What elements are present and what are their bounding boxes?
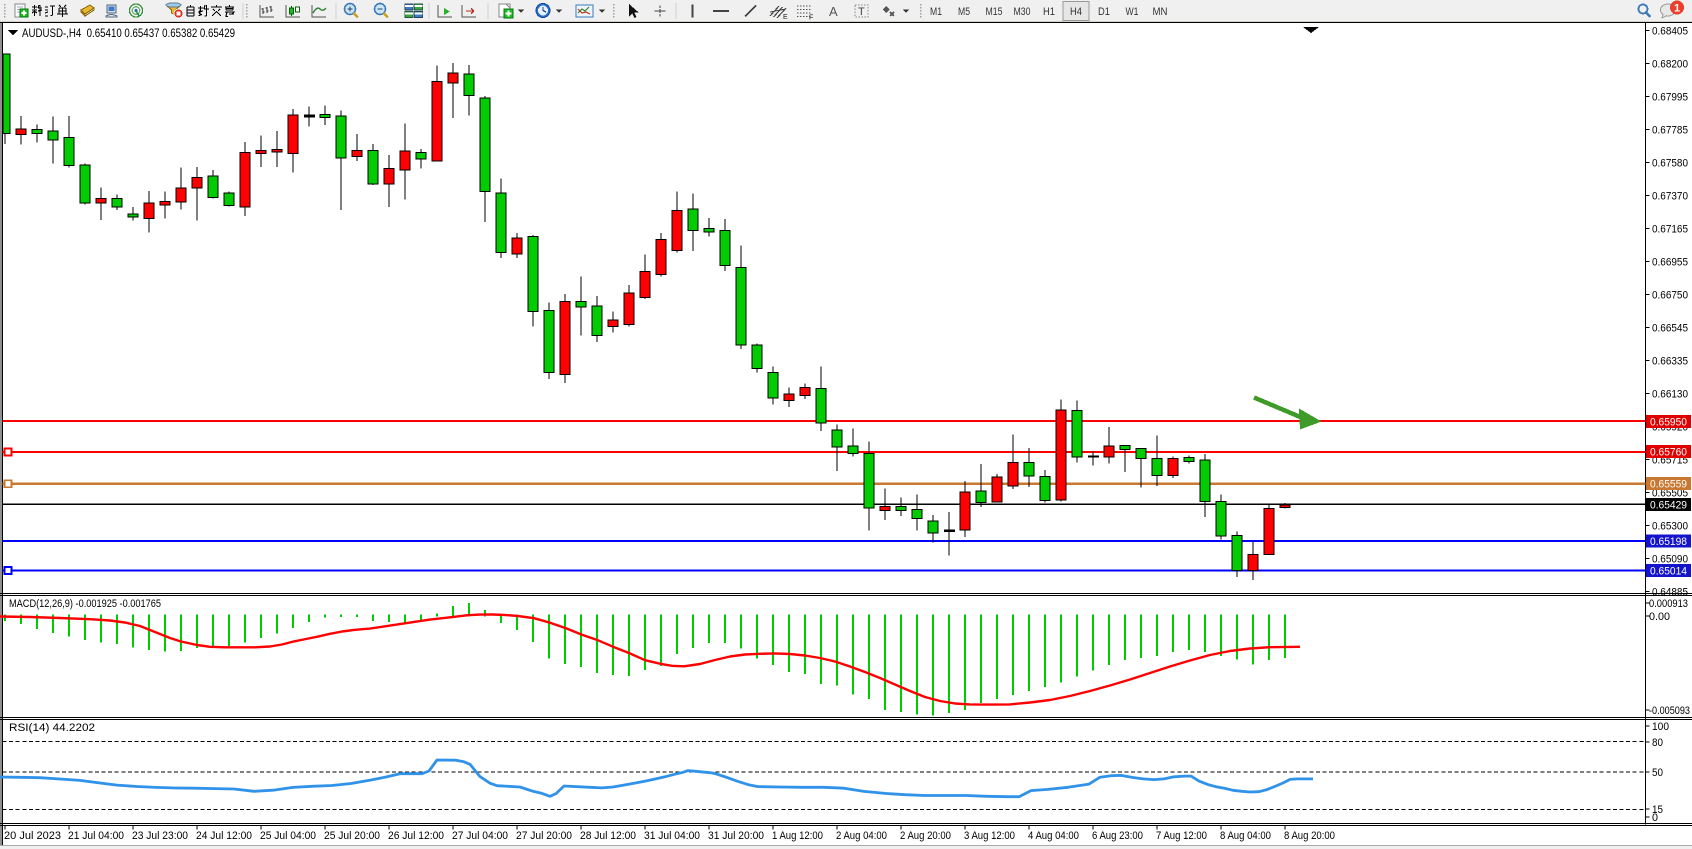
svg-text:28 Jul 12:00: 28 Jul 12:00 [580, 830, 636, 842]
svg-text:7 Aug 12:00: 7 Aug 12:00 [1156, 830, 1207, 842]
svg-text:A: A [829, 4, 838, 19]
svg-text:0.65505: 0.65505 [1652, 488, 1688, 500]
svg-text:6 Aug 23:00: 6 Aug 23:00 [1092, 830, 1143, 842]
svg-text:15: 15 [1652, 804, 1663, 816]
svg-text:1 Aug 12:00: 1 Aug 12:00 [772, 830, 823, 842]
svg-text:0.67580: 0.67580 [1652, 158, 1688, 170]
svg-text:-0.005093: -0.005093 [1649, 705, 1690, 717]
svg-text:2 Aug 20:00: 2 Aug 20:00 [900, 830, 951, 842]
svg-text:4 Aug 04:00: 4 Aug 04:00 [1028, 830, 1079, 842]
svg-text:8 Aug 20:00: 8 Aug 20:00 [1284, 830, 1335, 842]
svg-text:0.64885: 0.64885 [1652, 587, 1688, 599]
svg-text:0.67165: 0.67165 [1652, 224, 1688, 236]
svg-text:F: F [809, 15, 813, 22]
svg-text:0.65429: 0.65429 [1650, 499, 1687, 511]
svg-text:0.67995: 0.67995 [1652, 92, 1688, 104]
svg-text:M1: M1 [930, 6, 942, 18]
svg-text:M30: M30 [1014, 6, 1031, 18]
svg-text:3 Aug 12:00: 3 Aug 12:00 [964, 830, 1015, 842]
svg-text:H1: H1 [1043, 6, 1055, 18]
svg-text:0.65559: 0.65559 [1650, 479, 1687, 491]
svg-text:80: 80 [1652, 737, 1663, 749]
svg-text:50: 50 [1652, 767, 1663, 779]
svg-text:0.66955: 0.66955 [1652, 257, 1688, 269]
svg-text:2 Aug 04:00: 2 Aug 04:00 [836, 830, 887, 842]
svg-text:0: 0 [1652, 812, 1658, 824]
svg-text:D1: D1 [1098, 6, 1110, 18]
svg-text:0.66545: 0.66545 [1652, 323, 1688, 335]
svg-text:27 Jul 04:00: 27 Jul 04:00 [452, 830, 508, 842]
svg-text:8 Aug 04:00: 8 Aug 04:00 [1220, 830, 1271, 842]
svg-text:0.68200: 0.68200 [1652, 59, 1688, 71]
svg-text:1: 1 [1674, 3, 1680, 15]
svg-text:W1: W1 [1126, 6, 1139, 18]
svg-text:25 Jul 04:00: 25 Jul 04:00 [260, 830, 316, 842]
svg-text:E: E [783, 14, 788, 21]
svg-text:0.65300: 0.65300 [1652, 521, 1688, 533]
svg-text:0.65760: 0.65760 [1650, 447, 1687, 459]
svg-text:0.00: 0.00 [1649, 611, 1670, 623]
svg-text:23 Jul 23:00: 23 Jul 23:00 [132, 830, 188, 842]
svg-text:24 Jul 12:00: 24 Jul 12:00 [196, 830, 252, 842]
svg-text:M5: M5 [958, 6, 970, 18]
svg-text:M15: M15 [986, 6, 1003, 18]
svg-text:MACD(12,26,9) -0.001925 -0.001: MACD(12,26,9) -0.001925 -0.001765 [9, 598, 161, 610]
svg-text:0.65950: 0.65950 [1650, 416, 1687, 428]
svg-text:T: T [858, 6, 865, 18]
svg-text:0.66750: 0.66750 [1652, 290, 1688, 302]
svg-text:0.67370: 0.67370 [1652, 191, 1688, 203]
svg-text:MN: MN [1153, 6, 1168, 18]
svg-text:21 Jul 04:00: 21 Jul 04:00 [68, 830, 124, 842]
svg-text:100: 100 [1652, 721, 1669, 733]
svg-text:0.68405: 0.68405 [1652, 26, 1688, 38]
svg-text:0.67785: 0.67785 [1652, 125, 1688, 137]
svg-text:31 Jul 04:00: 31 Jul 04:00 [644, 830, 700, 842]
svg-text:0.000913: 0.000913 [1649, 598, 1688, 610]
svg-text:RSI(14) 44.2202: RSI(14) 44.2202 [9, 722, 95, 734]
svg-text:0.66335: 0.66335 [1652, 356, 1688, 368]
svg-text:0.66130: 0.66130 [1652, 389, 1688, 401]
svg-text:31 Jul 20:00: 31 Jul 20:00 [708, 830, 764, 842]
svg-text:0.65090: 0.65090 [1652, 554, 1688, 566]
svg-text:0.65198: 0.65198 [1650, 536, 1687, 548]
svg-text:20 Jul 2023: 20 Jul 2023 [4, 830, 61, 842]
svg-text:26 Jul 12:00: 26 Jul 12:00 [388, 830, 444, 842]
svg-text:27 Jul 20:00: 27 Jul 20:00 [516, 830, 572, 842]
svg-text:25 Jul 20:00: 25 Jul 20:00 [324, 830, 380, 842]
svg-text:AUDUSD-,H4 0.65410 0.65437 0.: AUDUSD-,H4 0.65410 0.65437 0.65382 0.654… [22, 26, 235, 40]
svg-text:0.65014: 0.65014 [1650, 565, 1687, 577]
svg-text:H4: H4 [1070, 6, 1082, 18]
